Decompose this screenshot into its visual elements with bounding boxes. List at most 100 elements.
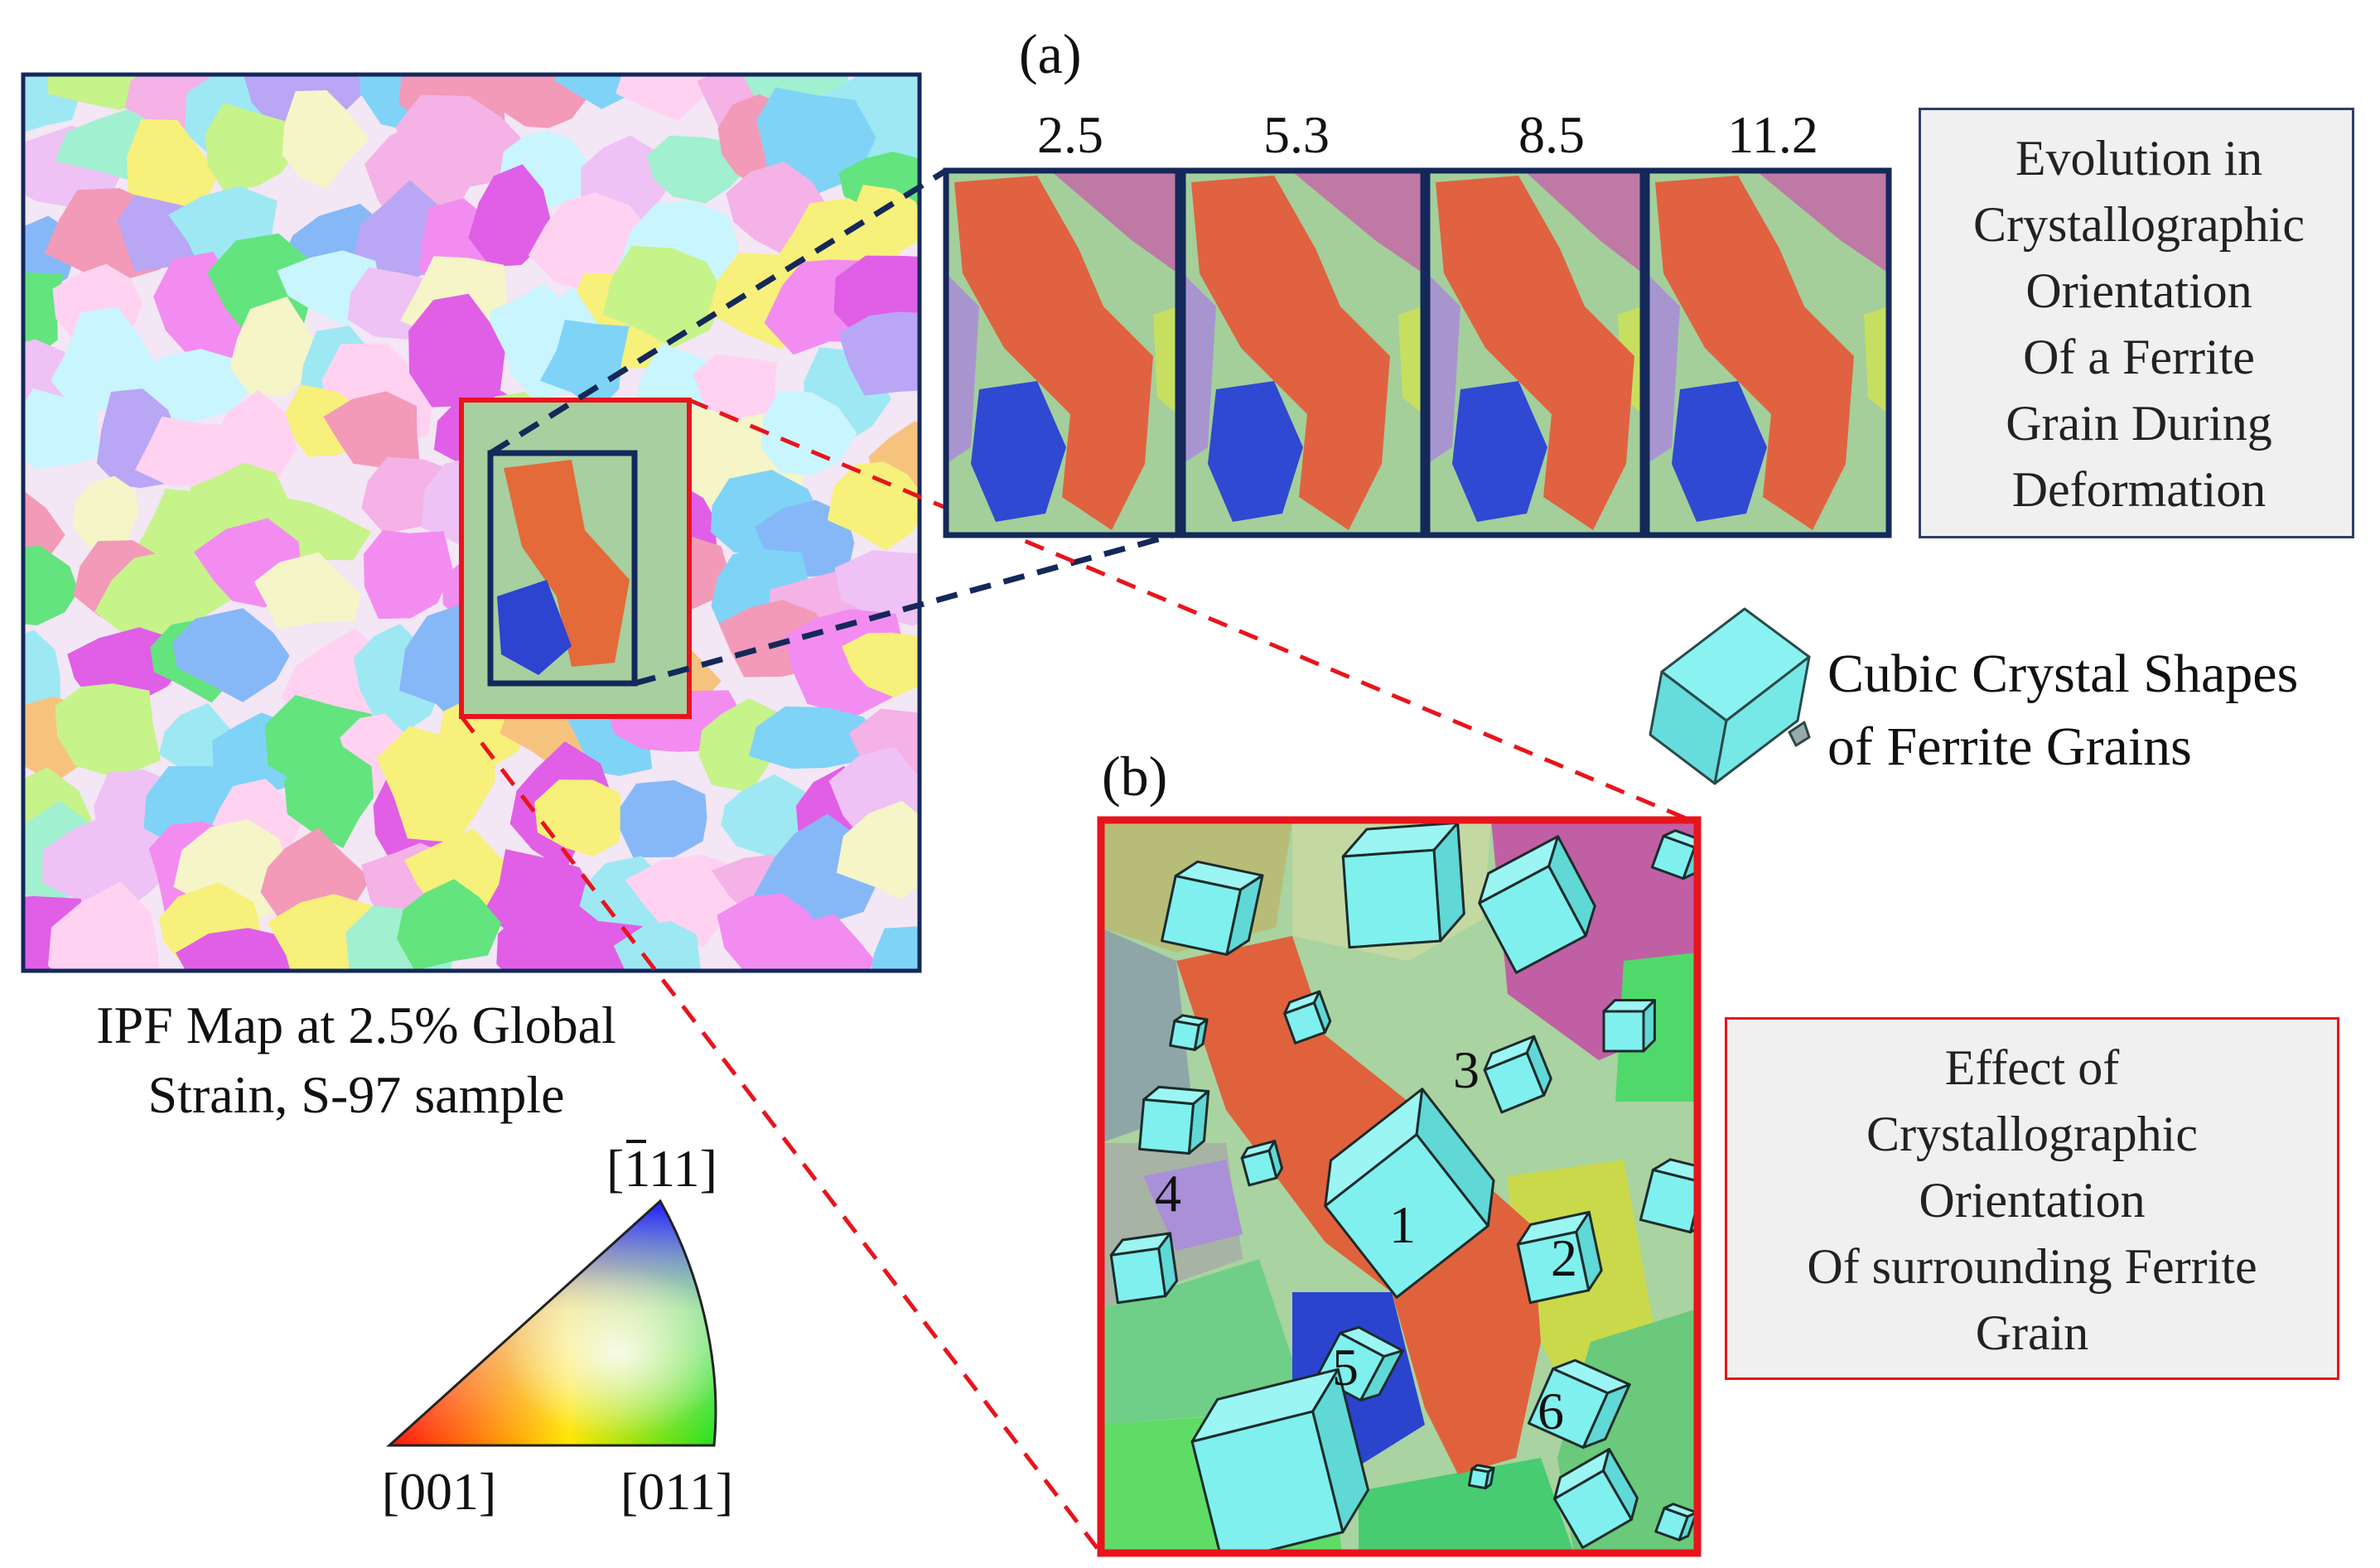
map-grain [364, 530, 453, 620]
crystal-cube-9 [1137, 1085, 1210, 1155]
cube-note: Cubic Crystal Shapes of Ferrite Grains [1827, 638, 2374, 784]
red-dashed-connectors [460, 398, 1691, 1555]
map-grain [848, 185, 920, 255]
map-grain [354, 180, 439, 282]
crystal-cube-16 [1527, 1358, 1631, 1450]
map-grain [55, 683, 161, 779]
key-label-top: [111] [606, 1139, 717, 1198]
strain-labels: 2.5 5.3 8.5 11.2 [1037, 105, 1818, 164]
strain-frame-2 [1180, 167, 1427, 538]
map-grain [497, 580, 572, 675]
cube-note-line-1: Cubic Crystal Shapes [1827, 644, 2299, 704]
panel-b-grain [1615, 953, 1697, 1102]
cube-icon [1649, 607, 1811, 785]
key-label-001: [001] [382, 1462, 497, 1521]
map-grain [761, 391, 857, 476]
map-grain [553, 75, 635, 109]
ipf-map-caption: IPF Map at 2.5% Global Strain, S-97 samp… [17, 991, 696, 1130]
effect-line-5: Grain [1975, 1305, 2089, 1360]
strain-frame-3 [1424, 167, 1646, 538]
map-grain [539, 320, 630, 412]
effect-line-1: Effect of [1944, 1040, 2120, 1095]
map-grain [504, 460, 630, 667]
map-grain [94, 549, 240, 642]
key-label-011: [011] [620, 1462, 733, 1521]
map-red-selection [459, 398, 692, 719]
map-grain [827, 461, 920, 551]
map-grain [72, 475, 139, 561]
map-grain [613, 920, 701, 971]
panel-b-frame [1097, 816, 1702, 1557]
ipf-map [21, 72, 922, 973]
evolution-line-2: Crystallographic [1973, 197, 2305, 252]
map-grain [616, 75, 717, 121]
caption-line-1: IPF Map at 2.5% Global [96, 996, 616, 1054]
cube-note-line-2: of Ferrite Grains [1827, 716, 2192, 777]
panel-b-grain [1143, 1160, 1243, 1251]
map-navy-selection [487, 450, 638, 687]
map-grain [748, 706, 885, 770]
strain-label-3: 8.5 [1518, 105, 1585, 164]
map-grain [171, 608, 290, 702]
map-grain [602, 245, 725, 348]
map-grain [176, 928, 301, 971]
map-grain [397, 879, 502, 971]
crystal-cube-6 [1283, 990, 1332, 1045]
map-grain [48, 881, 159, 971]
ipf-color-key: [111] [001] [011] [382, 1139, 733, 1521]
crystal-cube-12 [1516, 1210, 1603, 1305]
strain-label-2: 5.3 [1263, 105, 1330, 164]
strain-frame-4 [1644, 167, 1892, 538]
map-grain [698, 697, 782, 793]
strain-label-1: 2.5 [1037, 105, 1103, 164]
map-grain [41, 812, 178, 918]
map-grain [838, 311, 920, 396]
map-grain [404, 828, 515, 908]
map-grain [395, 94, 529, 189]
evolution-line-5: Grain During [2006, 396, 2272, 451]
evolution-line-1: Evolution in [2015, 131, 2263, 186]
panel-b-cubes [1109, 821, 1697, 1553]
map-grain [51, 306, 157, 413]
panel-b-label: (b) [1102, 745, 1167, 808]
grain-number-3: 3 [1453, 1040, 1480, 1099]
evolution-line-4: Of a Ferrite [2023, 330, 2255, 384]
crystal-cube-2 [1341, 821, 1465, 949]
ipf-map-grains [23, 75, 920, 971]
map-grain [721, 774, 811, 859]
effect-line-4: Of surrounding Ferrite [1807, 1239, 2257, 1294]
map-grain [376, 726, 495, 843]
crystal-cube-18 [1553, 1448, 1639, 1549]
panel-b-grain [1359, 1458, 1574, 1553]
map-grain [693, 354, 777, 428]
crystal-cube-7 [1483, 1035, 1552, 1114]
crystal-cube-8 [1602, 999, 1656, 1053]
effect-box: Effect of Crystallographic Orientation O… [1725, 1017, 2339, 1380]
map-grain [836, 800, 920, 900]
map-grain [408, 293, 505, 408]
map-grain [205, 103, 298, 195]
panel-b: 1 2 3 4 5 6 [1097, 816, 1702, 1557]
grain-number-5: 5 [1332, 1338, 1359, 1397]
evolution-line-3: Orientation [2025, 263, 2252, 318]
map-grain [23, 272, 64, 362]
crystal-cube-3 [1478, 835, 1596, 974]
grain-number-6: 6 [1538, 1382, 1564, 1440]
crystal-cube-14 [1109, 1232, 1179, 1305]
grain-number-4: 4 [1155, 1164, 1181, 1223]
strain-label-4: 11.2 [1727, 105, 1818, 164]
map-grain [283, 746, 374, 849]
crystal-cube-5 [1169, 1014, 1209, 1051]
map-grain [534, 779, 622, 857]
grain-number-2: 2 [1551, 1228, 1577, 1287]
map-grain [282, 90, 369, 190]
strain-frame-1 [943, 167, 1181, 538]
map-grain [468, 164, 551, 268]
map-grain [759, 914, 875, 971]
ipf-map-frame [21, 72, 922, 973]
effect-line-3: Orientation [1919, 1173, 2146, 1228]
panel-a-frames [943, 167, 1892, 538]
map-grain [842, 632, 920, 697]
grain-numbers: 1 2 3 4 5 6 [1155, 1040, 1577, 1440]
